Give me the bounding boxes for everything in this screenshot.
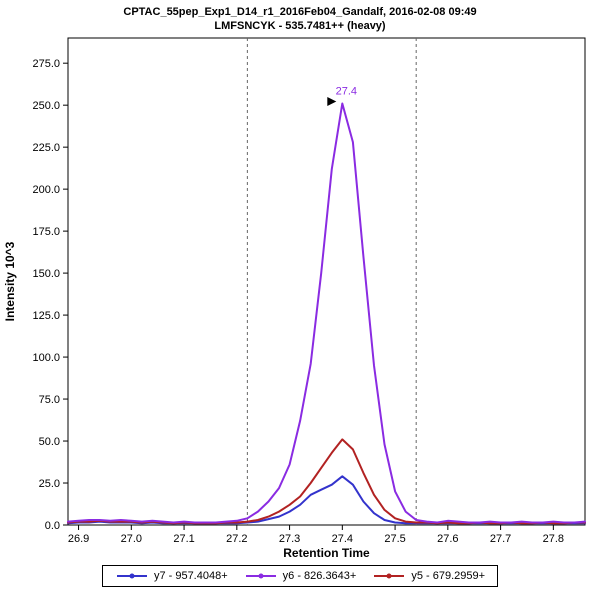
y-tick-label: 25.0 [39, 478, 60, 490]
y-tick-label: 75.0 [39, 394, 60, 406]
legend-line-sample-icon [116, 573, 147, 579]
x-tick-label: 27.6 [437, 533, 458, 545]
y-tick-label: 225.0 [32, 142, 60, 154]
y-tick-label: 150.0 [32, 268, 60, 280]
plot-border [67, 37, 586, 526]
legend-label: y6 - 826.3643+ [282, 570, 357, 582]
y-tick-label: 0.0 [45, 520, 60, 532]
y-axis-title: Intensity 10^3 [3, 241, 17, 321]
series-line-y7[interactable] [67, 475, 586, 525]
y-tick-label: 175.0 [32, 226, 60, 238]
peak-apex-arrow-icon [327, 96, 337, 106]
chart-title-peptide: LMFSNCYK - 535.7481++ (heavy) [214, 20, 386, 32]
x-tick-label: 27.5 [384, 533, 405, 545]
y-tick-label: 275.0 [32, 58, 60, 70]
legend-item: y5 - 679.2959+ [372, 570, 485, 582]
x-tick-label: 27.0 [121, 533, 142, 545]
series-line-y6[interactable] [67, 102, 586, 524]
x-tick-label: 26.9 [68, 533, 89, 545]
peak-rt-annotation: 27.4 [336, 85, 357, 97]
x-tick-label: 27.3 [279, 533, 300, 545]
y-tick-label: 250.0 [32, 100, 60, 112]
y-tick-label: 100.0 [32, 352, 60, 364]
x-tick-label: 27.1 [173, 533, 194, 545]
x-tick-label: 27.4 [332, 533, 353, 545]
x-tick-label: 27.2 [226, 533, 247, 545]
legend-line-sample-icon [374, 573, 405, 579]
legend-item: y7 - 957.4048+ [115, 570, 228, 582]
legend-label: y5 - 679.2959+ [411, 570, 486, 582]
legend-line-sample-icon [245, 573, 276, 579]
x-tick-label: 27.8 [543, 533, 564, 545]
y-tick-label: 50.0 [39, 436, 60, 448]
chart-title-run: CPTAC_55pep_Exp1_D14_r1_2016Feb04_Gandal… [123, 6, 477, 18]
legend-box: y7 - 957.4048+ y6 - 826.3643+ y5 - 679.295… [101, 565, 499, 587]
chromatogram-plot[interactable]: 0.0 25.0 50.0 75.0 100.0 125.0 150.0 175.0 200.0… [0, 32, 600, 562]
y-tick-label: 200.0 [32, 184, 60, 196]
legend: y7 - 957.4048+ y6 - 826.3643+ y5 - 679.295… [0, 565, 600, 587]
series-line-y5[interactable] [67, 438, 586, 525]
legend-item: y6 - 826.3643+ [244, 570, 357, 582]
y-tick-label: 125.0 [32, 310, 60, 322]
legend-label: y7 - 957.4048+ [153, 570, 228, 582]
x-axis-title: Retention Time [283, 546, 370, 560]
chart-header: CPTAC_55pep_Exp1_D14_r1_2016Feb04_Gandal… [0, 5, 600, 33]
x-tick-label: 27.7 [490, 533, 511, 545]
